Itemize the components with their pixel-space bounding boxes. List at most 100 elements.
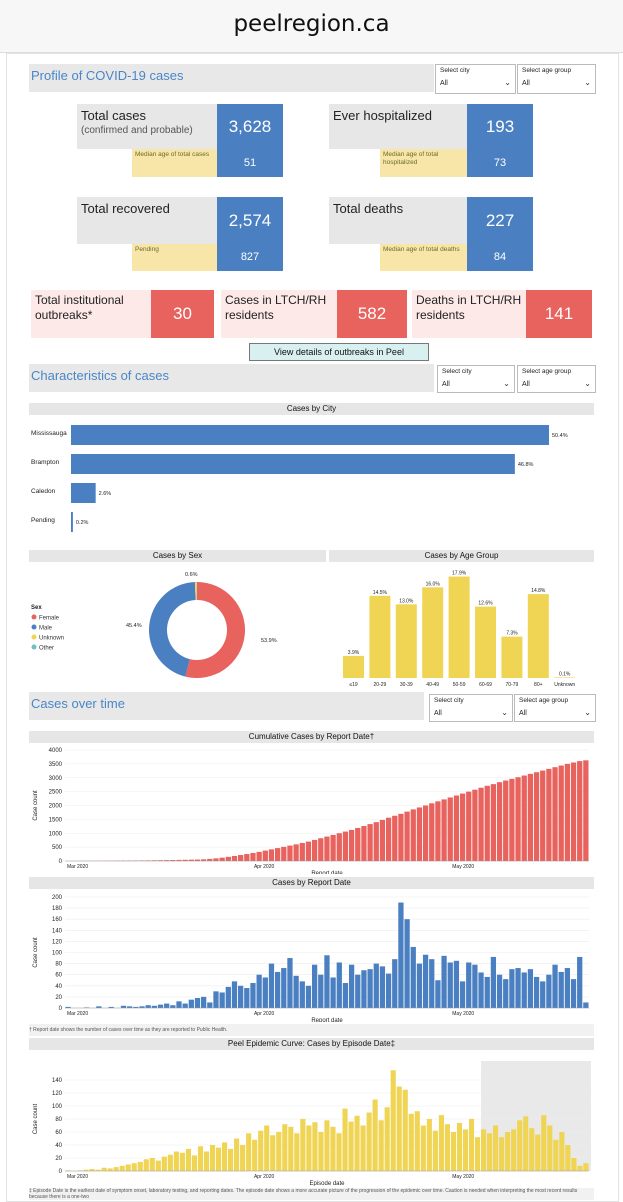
time-bar <box>361 970 366 1008</box>
kpi-total-cases: Total cases (confirmed and probable) <box>77 104 217 149</box>
city-value-label: 0.2% <box>76 520 89 526</box>
x-tick-label: Apr 2020 <box>254 1174 275 1180</box>
time-bar <box>374 964 379 1008</box>
time-bar <box>481 1129 486 1171</box>
legend-swatch <box>32 615 37 620</box>
time-bar <box>216 1148 221 1171</box>
city-slicer[interactable]: Select city All ⌄ <box>435 64 516 94</box>
age-bar <box>475 607 496 678</box>
time-bar <box>152 1006 157 1008</box>
time-bar <box>318 1132 323 1171</box>
kpi-total-deaths: Total deaths <box>329 197 467 244</box>
y-axis-title: Case count <box>33 790 39 821</box>
section-title-over-time: Cases over time <box>31 696 125 711</box>
time-bar <box>263 851 268 861</box>
browser-url-bar[interactable]: peelregion.ca <box>0 0 623 53</box>
age-slicer[interactable]: Select age group All ⌄ <box>517 365 596 393</box>
age-bar <box>449 577 470 678</box>
time-bar <box>552 767 557 861</box>
age-slicer[interactable]: Select age group All ⌄ <box>517 64 596 94</box>
time-bar <box>269 849 274 861</box>
kpi-median-label: Median age of total cases <box>132 149 217 177</box>
time-bar <box>571 762 576 861</box>
time-bar <box>540 981 545 1008</box>
city-slicer[interactable]: Select city All ⌄ <box>429 694 513 722</box>
time-bar <box>300 981 305 1008</box>
time-bar <box>257 975 262 1008</box>
time-bar <box>210 1145 215 1171</box>
y-tick-label: 3000 <box>49 776 63 782</box>
time-bar <box>433 1131 438 1171</box>
chevron-down-icon: ⌄ <box>584 708 591 717</box>
pie-slice <box>149 582 196 677</box>
section-title-characteristics: Characteristics of cases <box>31 368 169 383</box>
age-slicer[interactable]: Select age group All ⌄ <box>514 694 596 722</box>
time-bar <box>156 1161 161 1171</box>
slicer-label: Select city <box>434 697 464 704</box>
time-bar <box>404 812 409 861</box>
time-bar <box>466 792 471 861</box>
time-bar <box>472 965 477 1008</box>
time-bar <box>380 820 385 861</box>
chart-title-epi-curve: Peel Epidemic Curve: Cases by Episode Da… <box>29 1038 594 1050</box>
time-bar <box>403 1090 408 1171</box>
slice-label: 53.9% <box>261 638 277 644</box>
time-bar <box>312 965 317 1008</box>
kpi-label: Total deaths <box>333 201 403 216</box>
time-bar <box>577 761 582 861</box>
time-bar <box>238 986 243 1008</box>
y-tick-label: 40 <box>55 984 62 990</box>
time-bar <box>269 964 274 1008</box>
y-tick-label: 140 <box>52 928 63 934</box>
time-bar <box>559 972 564 1008</box>
tile-value: 141 <box>526 290 592 338</box>
kpi-median-value: 51 <box>217 149 283 177</box>
time-bar <box>282 1124 287 1171</box>
time-bar <box>343 832 348 861</box>
time-bar <box>138 1162 143 1171</box>
slicer-value: All <box>434 710 442 717</box>
chevron-down-icon: ⌄ <box>503 379 510 388</box>
tile-ltch-deaths: Deaths in LTCH/RH residents <box>412 290 526 338</box>
time-bar <box>404 919 409 1008</box>
time-bar <box>523 1116 528 1171</box>
time-bar <box>201 997 206 1008</box>
city-slicer[interactable]: Select city All ⌄ <box>437 365 515 393</box>
view-outbreaks-button[interactable]: View details of outbreaks in Peel <box>249 343 429 361</box>
time-bar <box>421 1126 426 1172</box>
city-bar <box>71 483 96 503</box>
age-bar <box>369 596 390 678</box>
time-bar <box>522 972 527 1008</box>
y-tick-label: 200 <box>52 895 63 901</box>
chart-title-city: Cases by City <box>29 403 594 415</box>
y-tick-label: 100 <box>52 951 63 957</box>
legend-swatch <box>32 645 37 650</box>
y-tick-label: 3500 <box>49 762 63 768</box>
time-bar <box>386 974 391 1008</box>
time-bar <box>515 777 520 861</box>
city-label: Mississauga <box>31 430 67 437</box>
time-bar <box>435 801 440 861</box>
y-tick-label: 180 <box>52 906 63 912</box>
time-bar <box>487 1133 492 1171</box>
time-bar <box>367 1113 372 1172</box>
legend-swatch <box>32 625 37 630</box>
time-bar <box>392 816 397 861</box>
kpi-label: Ever hospitalized <box>333 108 432 123</box>
kpi-label: Total cases <box>81 108 146 123</box>
time-bar <box>306 986 311 1008</box>
section-title-profile: Profile of COVID-19 cases <box>31 68 183 83</box>
time-bar <box>240 1145 245 1171</box>
city-label: Pending <box>31 517 55 524</box>
time-bar <box>441 799 446 861</box>
time-bar <box>343 983 348 1008</box>
time-bar <box>213 858 218 861</box>
time-bar <box>264 1126 269 1172</box>
time-bar <box>337 833 342 861</box>
time-bar <box>466 962 471 1008</box>
time-bar <box>213 991 218 1008</box>
city-label: Brampton <box>31 459 60 466</box>
